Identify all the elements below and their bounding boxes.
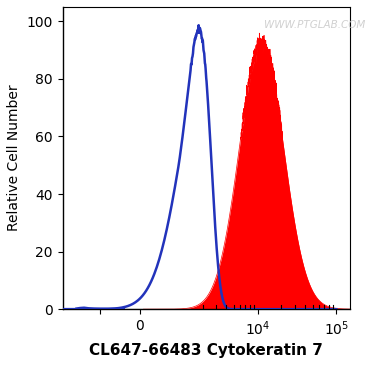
Y-axis label: Relative Cell Number: Relative Cell Number [7,85,21,231]
X-axis label: CL647-66483 Cytokeratin 7: CL647-66483 Cytokeratin 7 [89,343,323,358]
Text: WWW.PTGLAB.COM: WWW.PTGLAB.COM [264,20,365,30]
